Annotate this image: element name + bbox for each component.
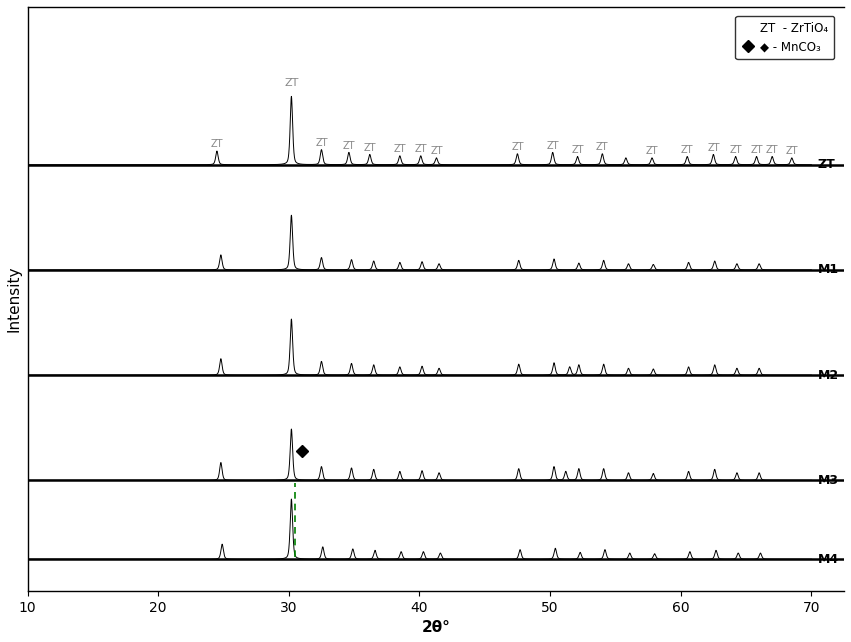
Text: ZT: ZT <box>284 78 299 89</box>
Text: ZT: ZT <box>315 138 328 148</box>
X-axis label: 2θ°: 2θ° <box>421 620 450 635</box>
Text: ZT: ZT <box>766 145 779 155</box>
Text: M1: M1 <box>818 263 839 277</box>
Text: ZT: ZT <box>430 146 443 156</box>
Text: ZT: ZT <box>571 145 584 155</box>
Text: ZT: ZT <box>729 145 742 155</box>
Text: ZT: ZT <box>343 141 355 151</box>
Y-axis label: Intensity: Intensity <box>7 266 22 332</box>
Text: ZT: ZT <box>394 144 406 154</box>
Text: M2: M2 <box>818 369 839 381</box>
Text: ZT: ZT <box>414 144 427 154</box>
Text: ZT: ZT <box>707 143 720 153</box>
Text: ZT: ZT <box>818 158 836 171</box>
Text: ZT: ZT <box>681 145 694 155</box>
Text: ZT: ZT <box>596 143 608 152</box>
Text: ZT: ZT <box>511 143 523 152</box>
Text: ZT: ZT <box>546 141 559 151</box>
Text: ZT: ZT <box>211 139 223 150</box>
Legend: ZT  - ZrTiO₄, ◆ - MnCO₃: ZT - ZrTiO₄, ◆ - MnCO₃ <box>735 16 834 60</box>
Text: ZT: ZT <box>363 143 376 153</box>
Text: M3: M3 <box>818 474 839 487</box>
Text: M4: M4 <box>818 553 839 566</box>
Text: ZT: ZT <box>751 145 762 155</box>
Text: ZT: ZT <box>646 146 658 156</box>
Text: ZT: ZT <box>785 146 798 156</box>
